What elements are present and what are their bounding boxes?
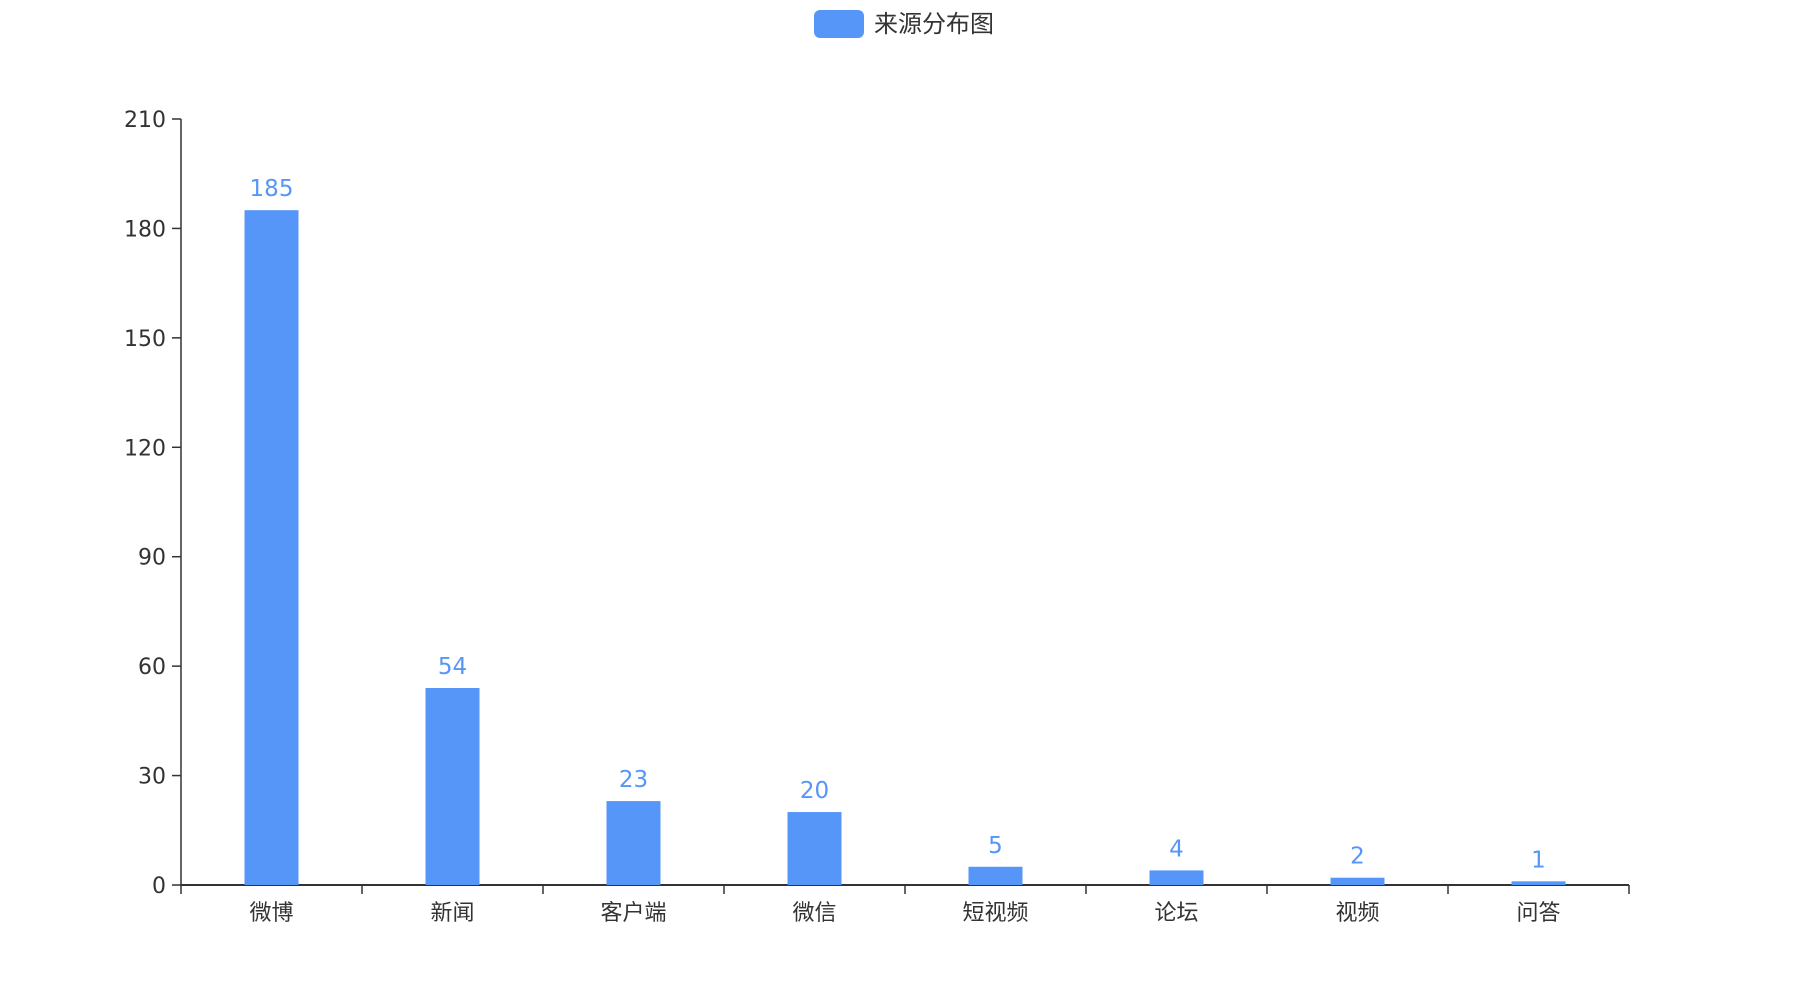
data-label: 1 — [1531, 847, 1546, 873]
bar — [787, 812, 842, 885]
bar — [606, 801, 661, 885]
y-tick-label: 180 — [124, 217, 166, 242]
bar — [244, 210, 299, 885]
x-tick-label: 问答 — [1516, 901, 1560, 926]
x-tick-label: 客户端 — [600, 901, 666, 926]
bar — [1330, 877, 1385, 885]
data-label: 185 — [250, 176, 294, 202]
x-tick-label: 论坛 — [1154, 901, 1198, 926]
bar — [968, 866, 1023, 885]
y-tick-label: 30 — [138, 765, 166, 790]
x-tick-label: 微博 — [249, 901, 293, 926]
y-tick-label: 210 — [124, 108, 166, 133]
legend[interactable]: 来源分布图 — [814, 10, 994, 38]
x-tick-label: 短视频 — [962, 901, 1028, 926]
legend-swatch — [814, 10, 864, 38]
y-tick-label: 60 — [138, 655, 166, 680]
data-label: 23 — [619, 767, 648, 793]
y-tick-label: 120 — [124, 436, 166, 461]
data-label: 2 — [1350, 844, 1365, 870]
legend-label: 来源分布图 — [874, 10, 994, 38]
data-label: 54 — [438, 654, 467, 680]
y-tick-label: 150 — [124, 327, 166, 352]
y-tick-label: 0 — [152, 874, 166, 899]
bar — [1149, 870, 1204, 885]
y-tick-label: 90 — [138, 546, 166, 571]
bar — [425, 688, 480, 885]
data-label: 4 — [1169, 836, 1184, 862]
x-tick-label: 视频 — [1335, 901, 1379, 926]
data-label: 5 — [988, 833, 1003, 859]
x-tick-label: 微信 — [792, 901, 836, 926]
bar — [1511, 881, 1566, 885]
data-label: 20 — [800, 778, 829, 804]
x-tick-label: 新闻 — [430, 901, 474, 926]
